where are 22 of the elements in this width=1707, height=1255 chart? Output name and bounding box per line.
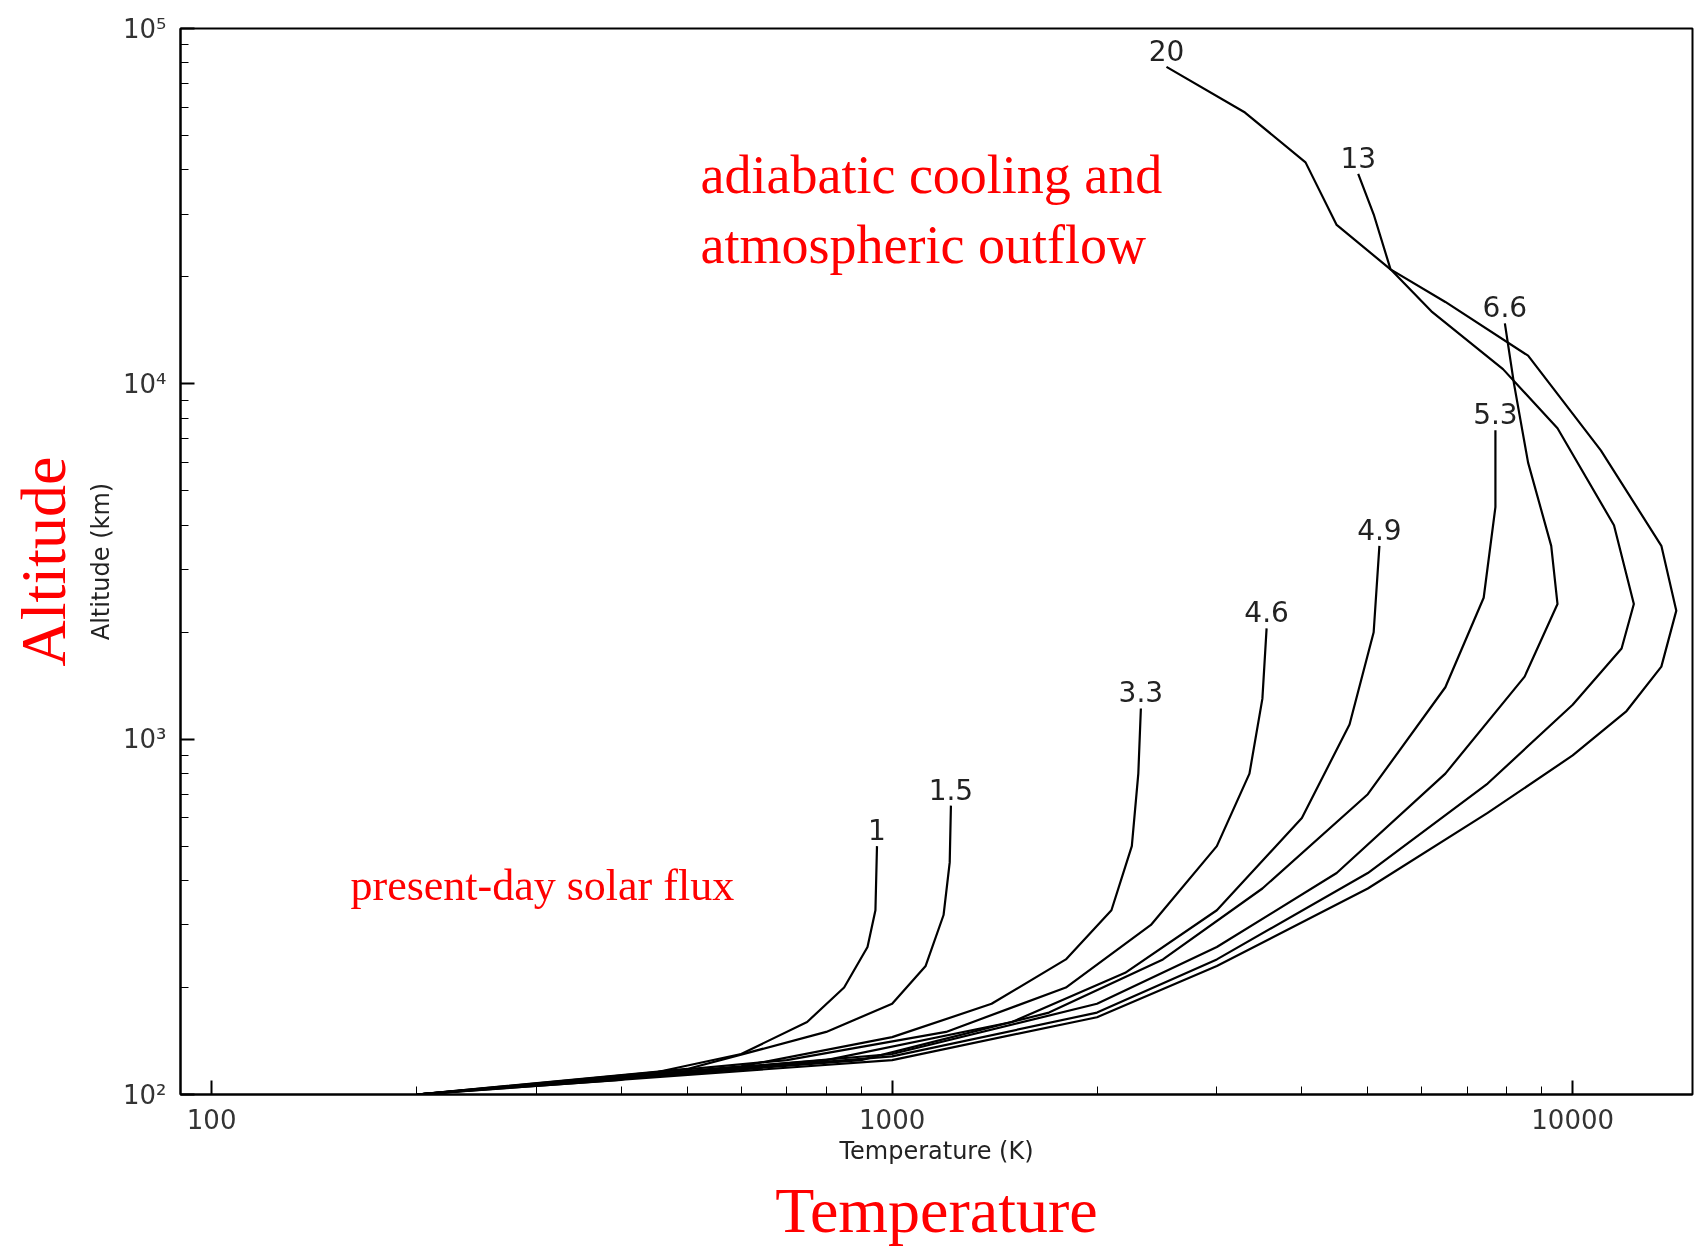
y-tick-label: 10⁴ (122, 368, 167, 399)
annotation: adiabatic cooling and atmospheric outflow (700, 144, 1163, 275)
y-axis-title: Altitude (km) (86, 482, 115, 641)
y-tick-label: 10² (122, 1079, 167, 1110)
x-tick-label: 10000 (1531, 1104, 1615, 1135)
x-tick-label: 100 (186, 1104, 237, 1135)
series-label: 3.3 (1118, 676, 1164, 710)
x-axis-title: Temperature (K) (838, 1136, 1034, 1165)
series-label: 20 (1148, 34, 1185, 68)
series-label: 6.6 (1482, 291, 1528, 325)
series-label: 1 (868, 814, 886, 848)
annotation: present-day solar flux (350, 860, 735, 910)
y-tick-label: 10⁵ (122, 13, 167, 44)
x-tick-label: 1000 (859, 1104, 926, 1135)
text: Altitude (7, 456, 79, 667)
series-label: 13 (1340, 141, 1377, 175)
y-tick-label: 10³ (122, 724, 167, 755)
series-label: 4.9 (1357, 513, 1402, 547)
series-label: 4.6 (1244, 596, 1289, 630)
series-label: 1.5 (928, 773, 974, 807)
series-label: 5.3 (1473, 398, 1518, 432)
text: Temperature (775, 1174, 1098, 1246)
